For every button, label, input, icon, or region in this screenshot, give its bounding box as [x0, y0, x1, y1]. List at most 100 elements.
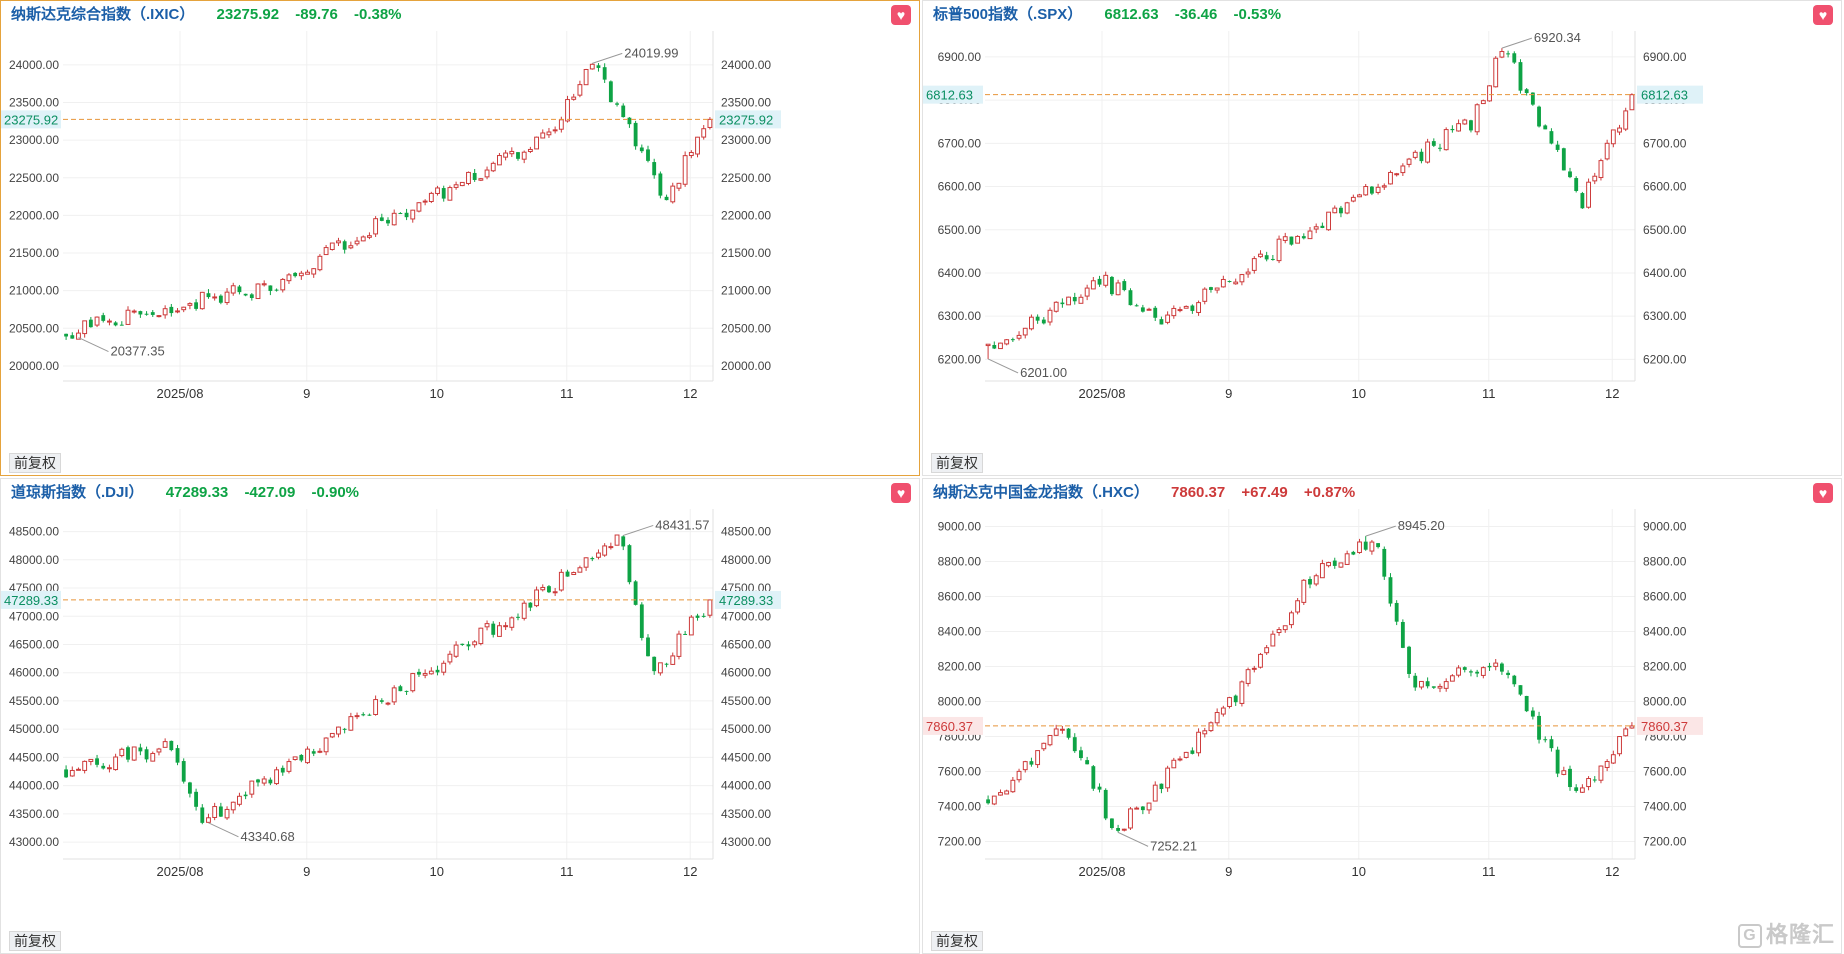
candle[interactable]	[199, 291, 205, 310]
candle[interactable]	[1438, 143, 1442, 152]
candle[interactable]	[596, 63, 601, 72]
candle[interactable]	[509, 147, 515, 158]
candle[interactable]	[1146, 307, 1152, 311]
candle[interactable]	[1183, 305, 1189, 309]
candle[interactable]	[1171, 757, 1177, 769]
candle[interactable]	[398, 212, 403, 215]
candle[interactable]	[1320, 222, 1325, 229]
candle[interactable]	[1462, 118, 1468, 125]
candle[interactable]	[298, 270, 304, 280]
candle[interactable]	[181, 306, 187, 313]
candle[interactable]	[175, 744, 180, 766]
candle[interactable]	[534, 136, 539, 150]
candle[interactable]	[998, 342, 1003, 350]
candle[interactable]	[683, 630, 688, 635]
candle[interactable]	[1394, 600, 1399, 626]
candle[interactable]	[652, 158, 657, 179]
candle[interactable]	[342, 239, 347, 254]
candle[interactable]	[107, 764, 112, 773]
candle[interactable]	[688, 150, 694, 159]
candle[interactable]	[373, 216, 379, 238]
candle[interactable]	[1604, 759, 1610, 772]
candle[interactable]	[991, 795, 997, 806]
candle[interactable]	[516, 151, 520, 161]
candle[interactable]	[138, 310, 143, 318]
index-name[interactable]: 纳斯达克中国金龙指数（.HXC）	[933, 484, 1149, 501]
candle[interactable]	[571, 93, 577, 101]
candle[interactable]	[256, 778, 260, 787]
candle[interactable]	[1289, 236, 1294, 246]
candle[interactable]	[639, 144, 644, 154]
candle[interactable]	[664, 194, 669, 201]
candle[interactable]	[1480, 666, 1486, 679]
candle[interactable]	[534, 586, 539, 608]
candle[interactable]	[64, 765, 69, 778]
candle[interactable]	[1524, 695, 1529, 713]
candle[interactable]	[658, 171, 663, 199]
candle[interactable]	[627, 544, 632, 585]
candle[interactable]	[305, 269, 310, 275]
candle[interactable]	[1549, 735, 1554, 752]
candle[interactable]	[1319, 559, 1325, 579]
candle[interactable]	[126, 745, 130, 763]
candle[interactable]	[652, 656, 657, 675]
candle[interactable]	[1010, 776, 1016, 793]
candle[interactable]	[552, 587, 558, 597]
candle[interactable]	[1047, 734, 1053, 747]
candle[interactable]	[466, 641, 471, 651]
candle[interactable]	[416, 202, 422, 213]
candle[interactable]	[1344, 201, 1350, 215]
candle[interactable]	[286, 758, 292, 774]
candle[interactable]	[657, 662, 663, 676]
candle[interactable]	[391, 685, 397, 706]
candle[interactable]	[1512, 51, 1517, 64]
candle[interactable]	[1394, 172, 1400, 177]
candle[interactable]	[342, 727, 347, 734]
candle[interactable]	[268, 777, 273, 786]
candle[interactable]	[200, 804, 205, 825]
candle[interactable]	[1376, 543, 1381, 549]
candle[interactable]	[1443, 678, 1449, 692]
candle[interactable]	[1437, 683, 1443, 693]
index-name[interactable]: 道琼斯指数（.DJI）	[11, 484, 144, 501]
candle[interactable]	[1122, 279, 1127, 292]
candlestick-chart[interactable]: 43000.00 43000.00 43500.00 43500.00 44000.00…	[1, 479, 920, 954]
candle[interactable]	[1004, 339, 1010, 346]
candle[interactable]	[1165, 765, 1171, 792]
candle[interactable]	[1307, 226, 1313, 240]
candle[interactable]	[1580, 191, 1585, 209]
candle[interactable]	[379, 698, 384, 704]
candle[interactable]	[1456, 119, 1461, 132]
candle[interactable]	[64, 333, 69, 340]
candle[interactable]	[150, 309, 155, 317]
candle[interactable]	[230, 282, 236, 296]
candle[interactable]	[1091, 764, 1096, 791]
candle[interactable]	[1004, 789, 1010, 795]
candle[interactable]	[1208, 721, 1214, 733]
candle[interactable]	[1425, 677, 1430, 689]
candle[interactable]	[1202, 287, 1208, 305]
candle[interactable]	[670, 652, 676, 665]
candle[interactable]	[113, 321, 118, 327]
candle[interactable]	[280, 278, 286, 293]
candle[interactable]	[602, 63, 607, 83]
candle[interactable]	[1598, 158, 1604, 181]
candle[interactable]	[1363, 183, 1369, 196]
candle[interactable]	[410, 209, 416, 223]
candle[interactable]	[194, 299, 199, 311]
candle[interactable]	[1629, 93, 1635, 111]
candle[interactable]	[1276, 235, 1282, 264]
candle[interactable]	[292, 756, 298, 761]
candle[interactable]	[230, 801, 236, 814]
candle[interactable]	[503, 150, 509, 161]
candle[interactable]	[150, 751, 156, 762]
candle[interactable]	[1524, 88, 1529, 96]
candle[interactable]	[348, 712, 354, 731]
candle[interactable]	[1060, 298, 1065, 308]
candle[interactable]	[1555, 746, 1560, 778]
candle[interactable]	[119, 321, 124, 326]
candle[interactable]	[1264, 251, 1269, 262]
candle[interactable]	[156, 315, 162, 318]
candle[interactable]	[417, 668, 421, 677]
candle[interactable]	[1381, 183, 1387, 190]
